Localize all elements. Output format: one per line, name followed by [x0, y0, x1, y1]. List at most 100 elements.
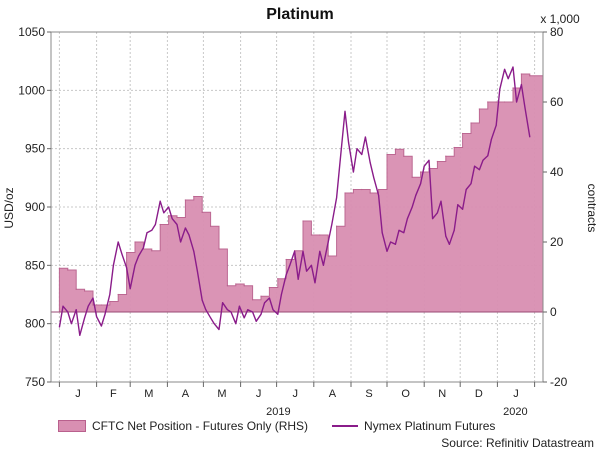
nymex-data-point [235, 323, 237, 325]
nymex-data-point [87, 305, 89, 307]
cftc-data-point [285, 258, 287, 261]
nymex-data-point [322, 264, 324, 266]
nymex-data-point [138, 255, 140, 257]
nymex-data-point [302, 250, 304, 252]
cftc-data-point [75, 288, 77, 290]
nymex-data-point [285, 274, 287, 276]
nymex-data-point [411, 206, 413, 208]
legend-swatch-area [58, 420, 86, 432]
nymex-data-point [62, 305, 64, 307]
nymex-data-point [331, 224, 333, 225]
cftc-data-point [336, 225, 338, 227]
nymex-data-point [226, 309, 228, 311]
nymex-data-point [58, 326, 60, 328]
nymex-data-point [238, 305, 240, 307]
nymex-data-point [364, 136, 366, 138]
nymex-data-point [75, 309, 77, 311]
cftc-data-point [159, 223, 161, 226]
cftc-data-point [168, 215, 170, 217]
x-month-label: M [217, 388, 226, 400]
nymex-data-point [100, 325, 102, 327]
right-tick-label: 20 [550, 235, 564, 249]
nymex-data-point [230, 311, 232, 313]
nymex-data-point [129, 288, 131, 290]
nymex-data-point [319, 250, 321, 252]
nymex-data-point [520, 84, 522, 85]
nymex-data-point [109, 294, 111, 295]
left-tick-label: 800 [25, 317, 45, 331]
nymex-data-point [243, 317, 245, 319]
nymex-data-point [415, 194, 417, 196]
nymex-data-point [193, 250, 195, 252]
nymex-data-point [117, 241, 119, 243]
nymex-data-point [247, 309, 249, 311]
nymex-data-point [440, 200, 442, 202]
x-month-label: J [292, 388, 298, 400]
nymex-data-point [495, 124, 497, 126]
nymex-data-point [67, 311, 69, 313]
x-month-label: S [365, 388, 372, 400]
cftc-data-point [453, 146, 455, 149]
cftc-data-point [344, 192, 346, 194]
cftc-data-point [361, 188, 363, 191]
left-tick-label: 850 [25, 258, 45, 272]
nymex-data-point [180, 241, 182, 243]
nymex-data-point [171, 218, 173, 220]
nymex-data-point [386, 250, 388, 252]
cftc-data-point [134, 241, 136, 243]
nymex-data-point [499, 88, 501, 90]
nymex-data-point [507, 78, 509, 80]
nymex-data-point [306, 270, 308, 272]
nymex-data-point [277, 313, 279, 315]
nymex-data-point [361, 154, 363, 155]
legend-label-nymex: Nymex Platinum Futures [364, 419, 496, 433]
cftc-data-point [218, 248, 220, 250]
right-tick-label: 80 [550, 25, 564, 39]
nymex-data-point [524, 107, 526, 109]
x-month-label: J [513, 388, 519, 400]
nymex-data-point [252, 311, 254, 313]
cftc-data-point [529, 75, 531, 77]
cftc-data-point [100, 304, 102, 306]
x-month-label: A [329, 388, 337, 400]
nymex-data-point [268, 297, 270, 299]
cftc-data-point [302, 220, 304, 222]
nymex-data-point [529, 136, 531, 138]
x-month-label: F [110, 388, 117, 400]
area-layer [51, 73, 544, 313]
nymex-data-point [445, 235, 447, 237]
nymex-data-point [184, 227, 186, 229]
nymex-data-point [222, 302, 224, 304]
cftc-data-point [327, 255, 329, 257]
right-tick-label: -20 [550, 375, 568, 389]
cftc-net-position-area [58, 73, 544, 313]
nymex-data-point [272, 309, 274, 311]
nymex-data-point [310, 264, 312, 266]
cftc-data-point [520, 73, 523, 75]
nymex-data-point [126, 267, 128, 269]
nymex-data-point [373, 177, 375, 179]
nymex-data-point [264, 302, 266, 304]
cftc-data-point [226, 285, 228, 287]
nymex-data-point [423, 165, 425, 167]
left-tick-label: 950 [25, 142, 45, 156]
nymex-data-point [260, 313, 262, 315]
nymex-data-point [280, 294, 282, 295]
x-month-label: N [438, 388, 446, 400]
legend-swatch-line [332, 425, 359, 427]
nymex-data-point [213, 323, 215, 325]
nymex-data-point [163, 212, 165, 214]
nymex-data-point [294, 250, 296, 252]
cftc-data-point [386, 153, 388, 156]
x-month-label: M [144, 388, 153, 400]
nymex-data-point [369, 162, 371, 164]
nymex-data-point [255, 320, 257, 322]
cftc-data-point [352, 188, 354, 191]
cftc-data-point [201, 211, 203, 213]
nymex-data-point [84, 317, 86, 319]
nymex-data-point [168, 206, 170, 208]
right-tick-label: 0 [550, 305, 557, 319]
nymex-data-point [487, 155, 489, 157]
cftc-data-point [445, 155, 447, 157]
nymex-data-point [457, 204, 459, 206]
